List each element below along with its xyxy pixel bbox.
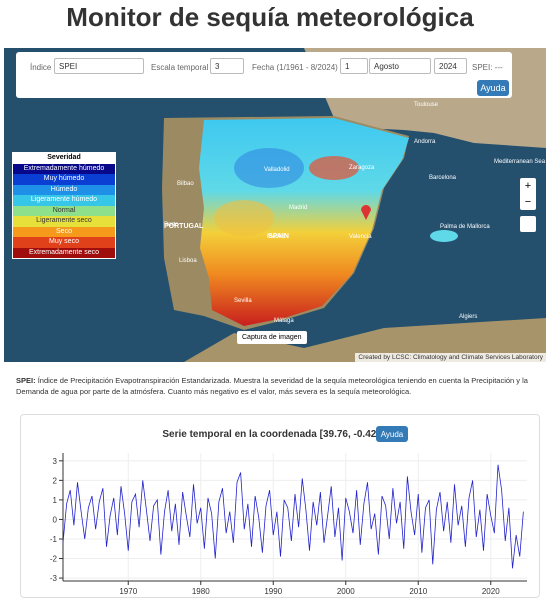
map-label: Madrid — [267, 234, 285, 240]
x-tick-label: 2000 — [337, 587, 355, 596]
chart-card: Serie temporal en la coordenada [39.76, … — [20, 414, 540, 598]
map-label: Málaga — [274, 318, 294, 324]
map-label: Toulouse — [414, 102, 439, 108]
x-tick-label: 1970 — [119, 587, 137, 596]
dry-spot — [309, 156, 359, 180]
zoom-controls[interactable]: + − — [520, 178, 536, 210]
map-label: Barcelona — [429, 175, 457, 181]
text: Índice de Precipitación Evapotranspiraci… — [16, 376, 528, 396]
chart-title: Serie temporal en la coordenada [39.76, … — [162, 429, 379, 440]
map[interactable]: Porto Madrid Madrid Valladolid Zaragoza … — [4, 48, 546, 362]
help-button[interactable]: Ayuda — [477, 80, 509, 96]
legend-item: Muy húmedo — [13, 174, 115, 185]
map-label: Zaragoza — [349, 165, 375, 171]
legend-item: Húmedo — [13, 184, 115, 195]
map-label: Valencia — [349, 234, 372, 240]
label: Fecha (1/1961 - 8/2024) — [252, 63, 338, 72]
fullscreen[interactable] — [520, 216, 536, 232]
marker[interactable] — [361, 205, 371, 220]
controls: Índice SPEI Escala temporal 3 Fecha (1/1… — [16, 52, 512, 98]
series-line — [62, 464, 524, 569]
chart: Serie temporal en la coordenada [39.76, … — [50, 426, 527, 596]
help-label[interactable]: Ayuda — [381, 430, 404, 439]
description: SPEI: Índice de Precipitación Evapotrans… — [16, 375, 544, 397]
label: SPEI: --- — [472, 63, 503, 72]
wet-spot — [234, 148, 304, 188]
country-label: PORTUGAL — [164, 223, 204, 230]
africa — [184, 318, 546, 362]
input[interactable]: 2024 — [434, 58, 467, 74]
y-tick-label: 1 — [53, 496, 58, 505]
legend-item: Extremadamente seco — [13, 247, 115, 258]
country-label: SPAIN — [268, 233, 289, 240]
capture-button[interactable]: Captura de imagen — [237, 331, 307, 344]
legend-item: Normal — [13, 205, 115, 216]
x-tick-label: 2020 — [482, 587, 500, 596]
select[interactable]: SPEI — [54, 58, 144, 74]
page-title: Monitor de sequía meteorológica — [66, 2, 474, 32]
y-tick-label: 2 — [53, 476, 58, 485]
x-tick-label: 1990 — [264, 587, 282, 596]
attribution: Created by LCSC: Climatology and Climate… — [355, 353, 546, 362]
x-tick-label: 1980 — [192, 587, 210, 596]
map-label: Lisboa — [179, 258, 197, 264]
map-label: Andorra — [414, 139, 436, 145]
map-label: Madrid — [289, 205, 307, 211]
legend-item: Seco — [13, 226, 115, 237]
map-canvas: Porto Madrid Madrid Valladolid Zaragoza … — [162, 48, 546, 362]
select[interactable]: 3 — [210, 58, 244, 74]
y-tick-label: -2 — [50, 555, 58, 564]
dry-spot — [214, 200, 274, 236]
map-label: Palma de Mallorca — [440, 224, 490, 230]
y-tick-label: 0 — [53, 515, 58, 524]
select[interactable]: 1 — [340, 58, 368, 74]
x-tick-label: 2010 — [409, 587, 427, 596]
legend-item: Ligeramente seco — [13, 216, 115, 227]
help-button[interactable] — [376, 426, 408, 442]
legend: Severidad Extremadamente húmedo Muy húmedo… — [12, 152, 116, 259]
select[interactable]: Agosto — [369, 58, 431, 74]
label: Escala temporal — [151, 63, 209, 72]
legend-item: Ligeramente húmedo — [13, 195, 115, 206]
y-tick-label: 3 — [53, 457, 58, 466]
y-tick-label: -1 — [50, 535, 58, 544]
map-label: Algiers — [459, 314, 477, 320]
map-label: Bilbao — [177, 181, 194, 187]
map-label: Porto — [164, 222, 179, 228]
mallorca — [430, 230, 458, 242]
map-label: Valladolid — [264, 167, 290, 173]
y-tick-label: -3 — [50, 574, 58, 583]
legend-item: Muy seco — [13, 237, 115, 248]
map-label: Mediterranean Sea — [494, 159, 546, 165]
map-label: Sevilla — [234, 298, 252, 304]
legend-item: Extremadamente húmedo — [13, 163, 115, 174]
term: SPEI: — [16, 376, 36, 385]
legend-title: Severidad — [13, 153, 115, 164]
label: Índice — [30, 63, 52, 72]
